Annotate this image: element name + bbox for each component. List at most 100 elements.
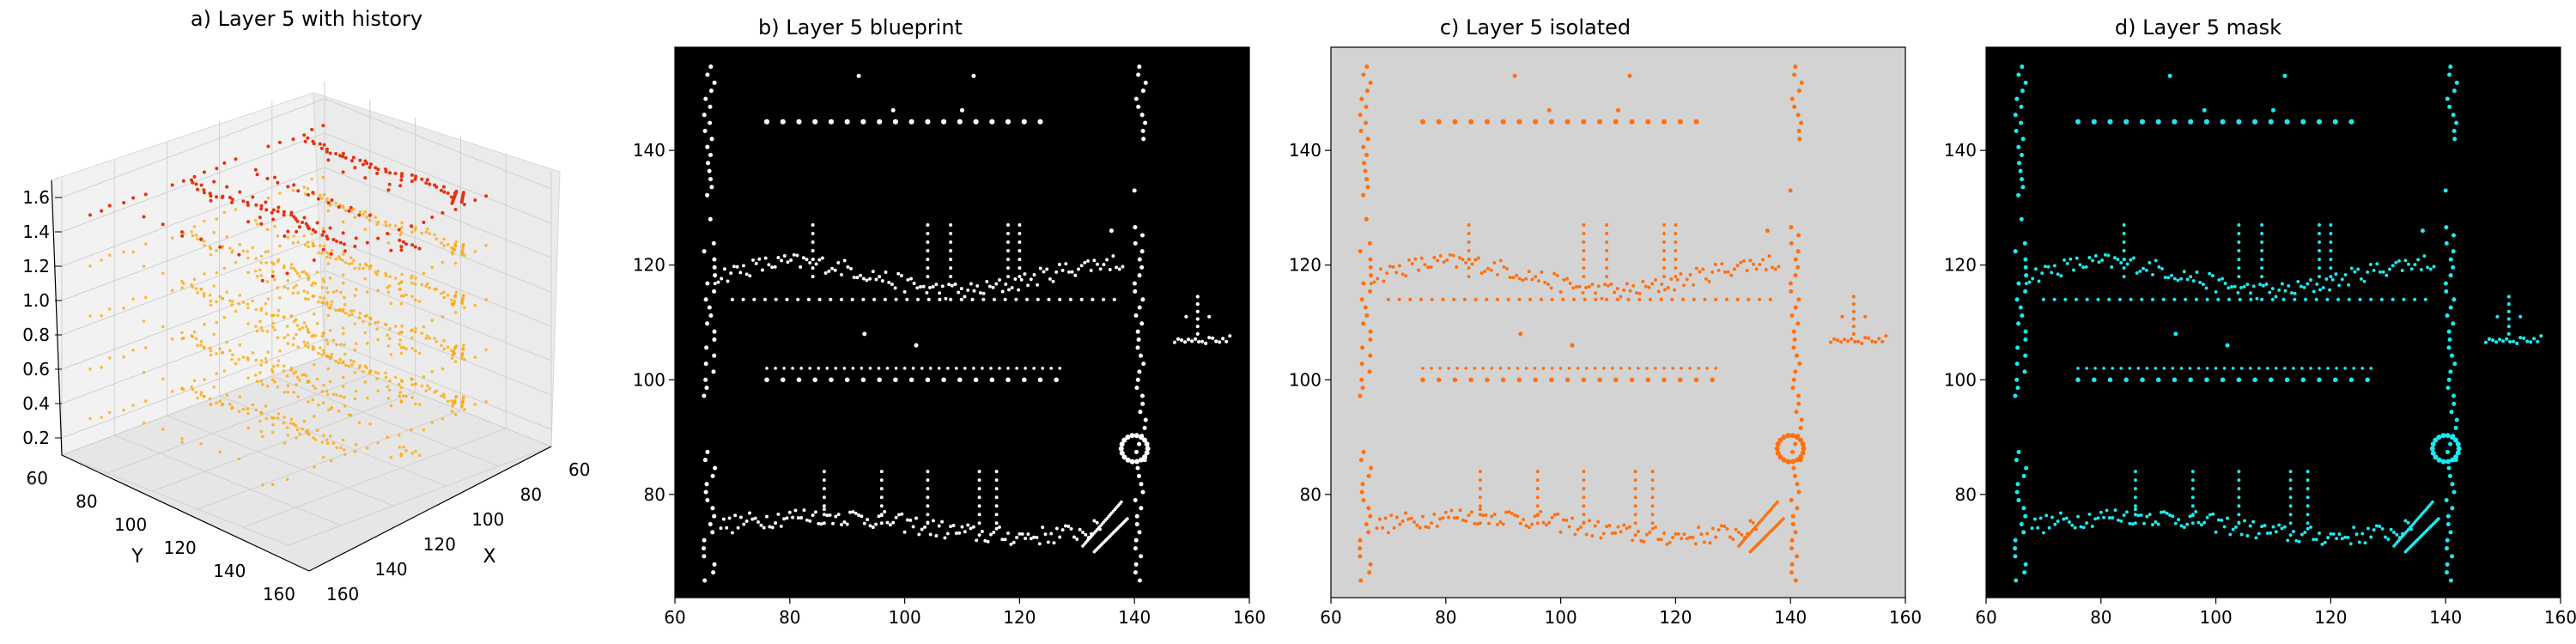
data-point (2236, 377, 2242, 383)
panel-a-title: a) Layer 5 with history (191, 7, 422, 31)
panel-c-plot-area (1331, 47, 1905, 598)
data-point (1692, 283, 1696, 287)
history-point (422, 325, 426, 329)
data-point (2288, 487, 2293, 491)
current-layer-point (321, 124, 325, 128)
data-point (708, 216, 713, 222)
history-point (329, 303, 333, 307)
data-point (1793, 369, 1798, 374)
history-point (329, 407, 333, 410)
current-layer-point (413, 245, 417, 249)
data-point (1628, 367, 1631, 370)
data-point (1675, 277, 1680, 282)
data-point (1796, 128, 1801, 134)
history-point (303, 192, 307, 196)
data-point (1535, 495, 1540, 500)
panel-c-frame (1330, 46, 1906, 598)
data-point (926, 232, 930, 235)
history-point (343, 295, 346, 300)
data-point (1562, 277, 1566, 282)
current-layer-point (338, 240, 343, 245)
data-point (1058, 297, 1062, 301)
data-point (1368, 257, 1373, 262)
data-point (2190, 521, 2195, 526)
data-point (2016, 72, 2021, 77)
data-point (1867, 336, 1871, 340)
current-layer-point (325, 147, 329, 151)
data-point (855, 276, 860, 280)
current-layer-point (179, 230, 184, 234)
data-point (894, 297, 898, 301)
data-point (1536, 279, 1540, 283)
data-point (2116, 258, 2120, 262)
data-point (2130, 522, 2135, 526)
data-point (925, 377, 931, 383)
data-point (1874, 340, 1878, 344)
data-point (1691, 535, 1695, 539)
y-tick-label: 60 (27, 468, 48, 489)
data-point (1550, 515, 1554, 519)
history-point (311, 241, 315, 246)
history-point (215, 217, 219, 221)
data-point (1751, 520, 1755, 525)
data-point (2021, 506, 2026, 511)
data-point (1136, 104, 1141, 109)
data-point (1359, 377, 1364, 382)
panel-d-points (2013, 64, 2543, 583)
data-point (1795, 554, 1800, 559)
current-layer-point (389, 248, 393, 252)
history-point (310, 283, 314, 288)
data-point (1582, 258, 1586, 262)
data-point (1567, 367, 1571, 370)
data-point (1605, 275, 1609, 279)
history-point (376, 320, 380, 325)
data-point (1468, 118, 1474, 125)
data-point (1137, 273, 1142, 278)
data-point (1111, 254, 1115, 258)
history-point (335, 343, 338, 347)
data-point (998, 278, 1001, 282)
data-point (1221, 337, 1225, 341)
current-layer-point (338, 154, 343, 158)
data-point (1791, 465, 1796, 471)
history-point (453, 311, 458, 314)
history-point (255, 275, 259, 278)
history-point (258, 268, 262, 272)
current-layer-point (325, 149, 329, 154)
data-point (2413, 263, 2417, 267)
data-point (2525, 339, 2530, 343)
data-point (1789, 449, 1795, 454)
data-point (2040, 271, 2044, 276)
data-point (1136, 72, 1141, 77)
history-point (320, 286, 325, 289)
history-point (254, 408, 258, 412)
ring-point (2436, 434, 2442, 440)
data-point (1451, 253, 1455, 258)
history-point (326, 209, 331, 213)
data-point (928, 532, 933, 537)
data-point (2097, 260, 2101, 264)
data-point (1492, 513, 1497, 517)
data-point (764, 377, 769, 383)
data-point (822, 521, 826, 526)
history-point (276, 359, 281, 362)
current-layer-point (311, 191, 315, 195)
data-point (2281, 297, 2286, 301)
data-point (2231, 527, 2235, 532)
data-point (2123, 377, 2129, 383)
data-point (712, 80, 717, 85)
ring-point (1129, 459, 1135, 465)
data-point (1102, 297, 1106, 301)
history-point (387, 284, 392, 288)
data-point (1851, 309, 1856, 313)
history-point (434, 340, 439, 343)
x-tick-label: 80 (2090, 607, 2111, 628)
data-point (1615, 287, 1619, 291)
history-point (88, 314, 92, 318)
data-point (977, 504, 981, 508)
data-point (2508, 339, 2512, 344)
data-point (1597, 377, 1602, 383)
data-point (1105, 258, 1109, 262)
z-tick-label: 0.2 (22, 428, 50, 448)
data-point (2052, 264, 2057, 268)
